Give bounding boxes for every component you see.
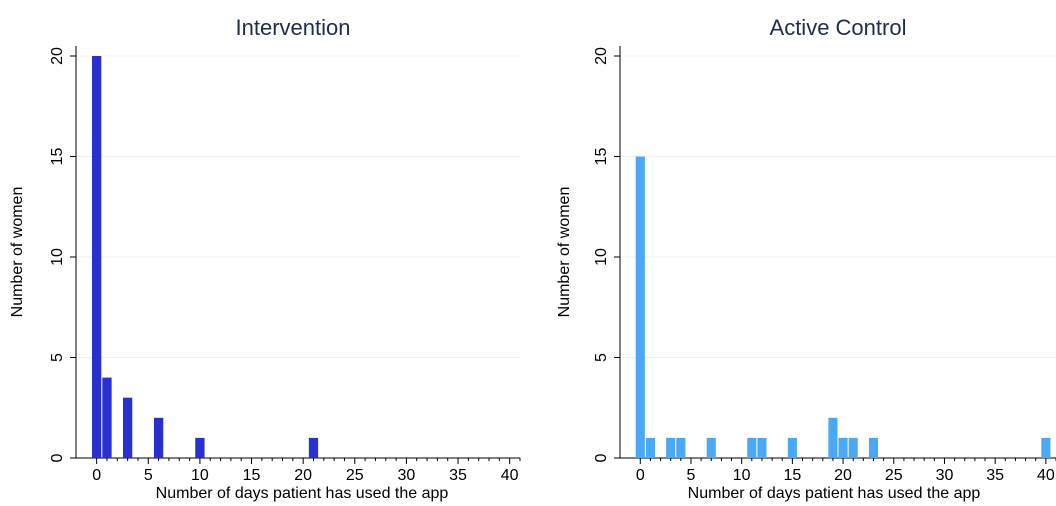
chart-title: Active Control: [770, 15, 907, 40]
bar-day-0: [92, 56, 102, 458]
bar-day-3: [122, 397, 133, 458]
y-tick-label-0: 0: [593, 453, 610, 462]
bar-day-0: [635, 156, 645, 458]
bar-day-1: [645, 437, 655, 458]
y-tick-label-5: 5: [49, 353, 66, 362]
x-tick-label-35: 35: [449, 467, 467, 484]
chart-panel-2: 0 5 10 15 20 0 5 10 15 20 25 30 35 40 Active Control Nu…: [556, 15, 1056, 502]
y-tick-label-20: 20: [593, 47, 610, 65]
bar-day-7: [706, 437, 716, 458]
bar-day-20: [838, 437, 848, 458]
bar-day-10: [195, 437, 205, 458]
bar-day-12: [757, 437, 767, 458]
bar-day-6: [153, 417, 164, 458]
x-tick-label-0: 0: [92, 467, 101, 484]
bar-day-3: [666, 437, 676, 458]
y-axis-label: Number of women: [9, 187, 26, 318]
y-tick-label-20: 20: [49, 47, 66, 65]
x-tick-label-10: 10: [191, 467, 209, 484]
x-tick-label-30: 30: [398, 467, 416, 484]
bar-day-1: [102, 377, 112, 458]
y-axis-label: Number of women: [556, 187, 573, 318]
x-tick-label-25: 25: [885, 467, 903, 484]
bar-day-15: [787, 437, 797, 458]
y-tick-label-15: 15: [49, 148, 66, 166]
x-tick-label-0: 0: [636, 467, 645, 484]
x-tick-label-5: 5: [144, 467, 153, 484]
y-tick-label-10: 10: [49, 248, 66, 266]
x-tick-label-15: 15: [783, 467, 801, 484]
x-tick-label-5: 5: [687, 467, 696, 484]
bar-day-21: [308, 437, 319, 458]
bar-day-19: [828, 417, 838, 458]
x-tick-label-30: 30: [936, 467, 954, 484]
y-tick-label-10: 10: [593, 248, 610, 266]
x-axis-label: Number of days patient has used the app: [156, 485, 449, 502]
y-tick-label-15: 15: [593, 148, 610, 166]
bar-day-4: [676, 437, 686, 458]
bar-day-11: [747, 437, 757, 458]
bar-day-23: [868, 437, 879, 458]
x-tick-label-40: 40: [1037, 467, 1055, 484]
x-tick-label-25: 25: [346, 467, 364, 484]
bar-day-40: [1041, 437, 1051, 458]
x-tick-label-40: 40: [501, 467, 519, 484]
bar-day-21: [848, 437, 858, 458]
x-tick-label-15: 15: [243, 467, 261, 484]
y-tick-label-5: 5: [593, 353, 610, 362]
chart-title: Intervention: [236, 15, 351, 40]
x-tick-label-20: 20: [834, 467, 852, 484]
x-tick-label-20: 20: [294, 467, 312, 484]
x-tick-label-35: 35: [986, 467, 1004, 484]
y-tick-label-0: 0: [49, 453, 66, 462]
chart-panel-1: 0 5 10 15 20 0 5 10 15 20 25 30 35 40 Intervention Numb…: [9, 15, 521, 502]
x-axis-label: Number of days patient has used the app: [688, 485, 981, 502]
x-tick-label-10: 10: [733, 467, 751, 484]
